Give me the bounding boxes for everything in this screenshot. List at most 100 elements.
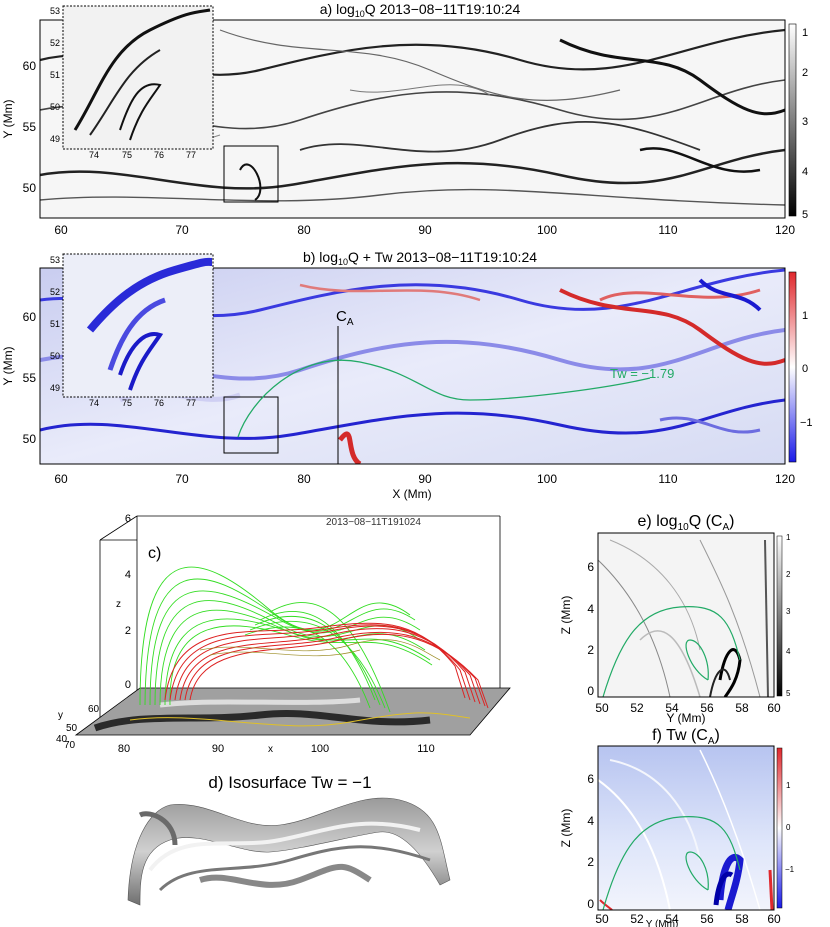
panel-f-ytick: 0 [587,897,594,911]
panel-c-ztick: 0 [125,679,131,691]
panel-f-cbar-tick: 0 [786,823,791,832]
panel-b-ytick: 50 [23,432,37,446]
panel-a-xtick: 70 [175,223,189,237]
panel-a-xtick: 120 [775,223,795,237]
panel-a-ytick: 55 [23,120,37,134]
panel-b-cbar-tick: 0 [802,363,808,375]
inset-b-xtick: 76 [154,398,164,408]
panel-e-cbar-tick: 4 [786,647,791,656]
panel-c-ztick: 2 [125,625,131,637]
panel-b: b) log10Q + Tw 2013−08−11T19:10:24 CA Tw… [1,249,813,501]
panel-b-title: b) log10Q + Tw 2013−08−11T19:10:24 [303,249,537,267]
inset-a-xtick: 77 [186,150,196,160]
panel-c-corner-tick: 70 [64,740,76,751]
panel-b-xtick: 90 [418,472,432,486]
panel-e-xtick: 52 [630,701,644,715]
inset-a-xtick: 75 [122,150,132,160]
panel-e-colorbar [776,535,783,697]
tw-annotation: Tw = −1.79 [610,366,674,381]
panel-e-cbar-tick: 1 [786,533,791,542]
panel-e-cbar-tick: 5 [786,689,791,698]
panel-b-colorbar [788,271,797,463]
panel-f-xtick: 50 [595,912,609,926]
panel-a-cbar-tick: 2 [802,67,808,79]
panel-e: e) log10Q (CA) 50 52 54 56 58 60 Y (Mm) … [559,513,791,725]
panel-a-xtick: 110 [658,223,677,237]
inset-b-xtick: 77 [186,398,196,408]
panel-b-twmap [40,268,785,464]
panel-c-ytick: 60 [88,704,100,715]
panel-c-xtick: 110 [417,743,435,755]
inset-a-ytick: 52 [50,38,60,48]
panel-f-cbar-tick: −1 [785,865,795,874]
panel-a-ytick: 50 [23,181,37,195]
panel-f-cbar-tick: 1 [786,781,791,790]
panel-c-xlabel: x [268,744,273,755]
panel-f-frame [597,745,775,911]
panel-e-cbar-tick: 3 [786,607,791,616]
inset-a-ytick: 49 [50,134,60,144]
panel-f-ytick: 6 [587,772,594,786]
panel-f-xtick: 54 [665,912,679,926]
panel-b-xtick: 70 [175,472,189,486]
panel-f-ytick: 2 [587,855,594,869]
panel-b-xtick: 100 [537,472,557,486]
panel-f-xtick: 60 [767,912,781,926]
panel-a-ytick: 60 [23,59,37,73]
panel-f-plot-area [598,746,774,910]
flux-rope-line [237,359,651,438]
panel-e-frame [597,532,775,698]
inset-b-ytick: 52 [50,287,60,297]
panel-c-ytick: 50 [66,723,78,734]
panel-c-xtick: 80 [118,743,130,755]
panel-c-ztick: 4 [125,569,131,581]
panel-a-cbar-tick: 3 [802,116,808,128]
field-lines-red [164,622,489,709]
panel-f-xtick: 56 [700,912,714,926]
panel-a: a) log10Q 2013−08−11T19:10:24 74 75 [1,1,808,237]
panel-b-xtick: 60 [54,472,68,486]
panel-b-ylabel: Y (Mm) [1,346,15,385]
panel-b-ytick: 60 [23,310,37,324]
panel-e-xlabel: Y (Mm) [666,711,705,725]
panel-e-ylabel: Z (Mm) [559,596,573,635]
panel-a-xtick: 90 [418,223,432,237]
panel-e-ytick: 6 [587,560,594,574]
panel-c-zlabel: z [116,599,121,610]
inset-b-ytick: 51 [50,319,60,329]
panel-f-xtick: 52 [630,912,644,926]
inset-a-xtick: 76 [154,150,164,160]
panel-c-label: c) [148,545,161,562]
panel-f-colorbar [776,747,783,909]
panel-c-ytick: 40 [56,734,68,745]
panel-e-xtick: 56 [700,701,714,715]
panel-d-title: d) Isosurface Tw = −1 [208,773,371,792]
inset-a-xtick: 74 [89,150,99,160]
panel-d: d) Isosurface Tw = −1 [127,773,451,906]
panel-b-zoom-box [223,396,279,454]
panel-b-xtick: 120 [775,472,795,486]
inset-b-ytick: 53 [50,255,60,265]
panel-e-cbar-tick: 2 [786,570,791,579]
panel-b-ytick: 55 [23,371,37,385]
panel-e-title: e) log10Q (CA) [638,513,735,533]
panel-f-ytick: 4 [587,814,594,828]
panel-a-colorbar [788,23,797,217]
panel-f-xlabel: Y (Mm) [646,919,679,927]
panel-c-xtick: 90 [212,743,224,755]
panel-f: f) Tw (CA) 50 52 54 56 58 60 Y (Mm) 0 2 … [559,727,795,927]
panel-a-cbar-tick: 4 [802,166,808,178]
panel-b-inset: 74 75 76 77 49 50 51 52 53 [50,253,214,408]
inset-b-xtick: 75 [122,398,132,408]
panel-e-xtick: 58 [735,701,749,715]
panel-a-title: a) log10Q 2013−08−11T19:10:24 [320,1,521,19]
panel-f-title: f) Tw (CA) [652,727,720,747]
cut-label-ca: CA [336,308,354,328]
panel-a-cbar-tick: 5 [802,209,808,221]
panel-e-ytick: 4 [587,602,594,616]
panel-e-xtick: 54 [665,701,679,715]
panel-b-xlabel: X (Mm) [392,487,431,501]
panel-c-ylabel: y [58,710,63,721]
inset-b-ytick: 49 [50,383,60,393]
